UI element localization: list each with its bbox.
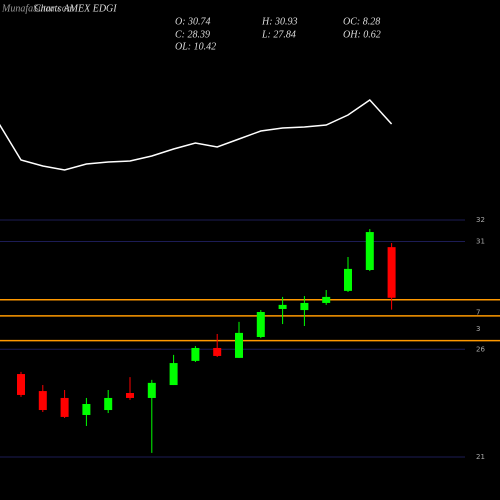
chart-title: Charts AMEX EDGI: [34, 3, 117, 14]
indicator-line: [0, 99, 393, 171]
y-tick-label: 21: [476, 453, 485, 461]
y-tick-label: 32: [476, 216, 485, 224]
candle-body: [82, 403, 91, 415]
candle-body: [17, 374, 25, 395]
candle-body: [300, 302, 309, 311]
candle-body: [60, 397, 69, 417]
y-tick-label: 26: [476, 345, 485, 353]
watermark: MunafaSutra.com: [1, 3, 74, 14]
y-tick-label: 31: [476, 238, 485, 246]
candle-body: [169, 363, 178, 386]
candle-body: [235, 332, 243, 358]
stat: L: 27.84: [261, 29, 296, 40]
candle-body: [344, 268, 352, 291]
candle-body: [126, 393, 134, 398]
candle-body: [256, 311, 265, 337]
stat: OC: 8.28: [343, 16, 380, 27]
stat: C: 28.39: [175, 29, 210, 40]
stat: O: 30.74: [175, 16, 211, 27]
candle-body: [147, 382, 156, 398]
candle-body: [38, 391, 47, 411]
candle-body: [387, 247, 396, 298]
stat: OH: 0.62: [343, 29, 381, 40]
candle-body: [191, 347, 200, 361]
candle-body: [213, 347, 222, 356]
candle-body: [365, 232, 374, 270]
y-tick-label: 7: [476, 309, 480, 317]
y-tick-label: 3: [476, 325, 480, 333]
candle-body: [322, 296, 331, 303]
candle-body: [278, 304, 287, 309]
stat: H: 30.93: [261, 16, 298, 27]
candle-body: [104, 397, 113, 411]
stat: OL: 10.42: [175, 41, 216, 52]
